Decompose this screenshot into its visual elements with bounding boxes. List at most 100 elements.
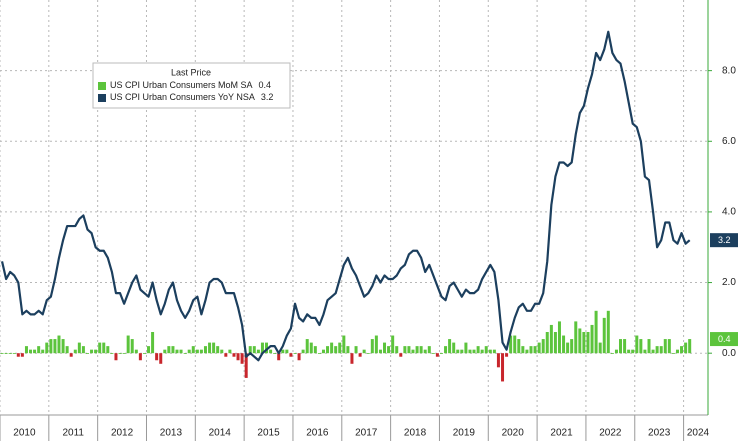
bar [399, 353, 403, 357]
bar [81, 346, 85, 354]
bar [671, 353, 675, 354]
bar [496, 353, 500, 368]
bar [216, 346, 220, 354]
bar [293, 353, 297, 354]
x-tick-label: 2016 [306, 428, 329, 439]
x-tick-label: 2012 [111, 428, 134, 439]
bar [151, 332, 155, 354]
bar [94, 349, 98, 354]
y-tick-label: 8.0 [722, 65, 736, 76]
bar [675, 349, 679, 354]
bar [98, 342, 102, 354]
bar [688, 339, 692, 354]
bar [663, 339, 667, 354]
bar [252, 346, 256, 354]
bar [53, 339, 57, 354]
legend-value: 3.2 [261, 92, 274, 102]
bar [643, 349, 647, 354]
bar [623, 339, 627, 354]
bar [220, 349, 224, 354]
bar [655, 346, 659, 354]
bar [358, 353, 362, 357]
x-tick-label: 2021 [550, 428, 573, 439]
bar [610, 353, 614, 354]
bar [65, 346, 69, 354]
bar [244, 353, 248, 378]
x-tick-label: 2015 [257, 428, 280, 439]
bar [383, 342, 387, 354]
bar [647, 339, 651, 354]
bar [570, 339, 574, 354]
bar [33, 349, 37, 354]
bar [187, 349, 191, 354]
legend-value: 0.4 [259, 80, 272, 90]
legend-swatch [98, 82, 106, 90]
legend-name: US CPI Urban Consumers MoM SA [110, 80, 253, 90]
bar [212, 342, 216, 354]
bar [614, 349, 618, 354]
bar [269, 349, 273, 354]
x-tick-label: 2013 [160, 428, 183, 439]
bar [167, 346, 171, 354]
bar [391, 335, 395, 354]
bar [537, 342, 541, 354]
bar [594, 310, 598, 354]
bar [509, 335, 513, 354]
bar [301, 349, 305, 354]
x-tick-label: 2024 [687, 428, 710, 439]
bar [326, 346, 330, 354]
bar [130, 339, 134, 354]
bar [305, 339, 309, 354]
bar [362, 349, 366, 354]
bar [513, 335, 517, 354]
legend-box [92, 62, 291, 109]
bar [354, 346, 358, 354]
bar [273, 353, 277, 354]
bar [562, 335, 566, 354]
bar [330, 342, 334, 354]
bar [12, 353, 16, 354]
bar [4, 353, 8, 354]
bar [448, 339, 452, 354]
bar [49, 339, 53, 354]
x-tick-label: 2022 [599, 428, 622, 439]
bar [171, 346, 175, 354]
bar [313, 346, 317, 354]
bar [488, 349, 492, 354]
bar [521, 346, 525, 354]
bar [29, 349, 33, 354]
bar [431, 353, 435, 354]
bar [147, 346, 151, 354]
y-tick-label: 6.0 [722, 136, 736, 147]
bar [0, 353, 4, 354]
bar [289, 353, 293, 357]
bar [126, 335, 130, 354]
bar [590, 324, 594, 354]
bar [403, 346, 407, 354]
bar [191, 346, 195, 354]
bar [110, 353, 114, 354]
bar [350, 353, 354, 364]
bar [321, 349, 325, 354]
bar [411, 349, 415, 354]
bar [374, 335, 378, 354]
bar [480, 349, 484, 354]
bar [179, 349, 183, 354]
bar [195, 349, 199, 354]
bar [492, 349, 496, 354]
bar [240, 353, 244, 364]
bar [232, 353, 236, 357]
bar [281, 349, 285, 354]
bar [439, 353, 443, 354]
bar [639, 339, 643, 354]
legend-swatch [98, 94, 106, 102]
y-tick-label: 0.0 [722, 348, 736, 359]
bar [183, 353, 187, 354]
bar [464, 342, 468, 354]
bar [444, 346, 448, 354]
bar [366, 353, 370, 354]
bar [574, 321, 578, 354]
x-tick-label: 2011 [62, 428, 84, 439]
x-tick-label: 2019 [453, 428, 476, 439]
bar [415, 346, 419, 354]
